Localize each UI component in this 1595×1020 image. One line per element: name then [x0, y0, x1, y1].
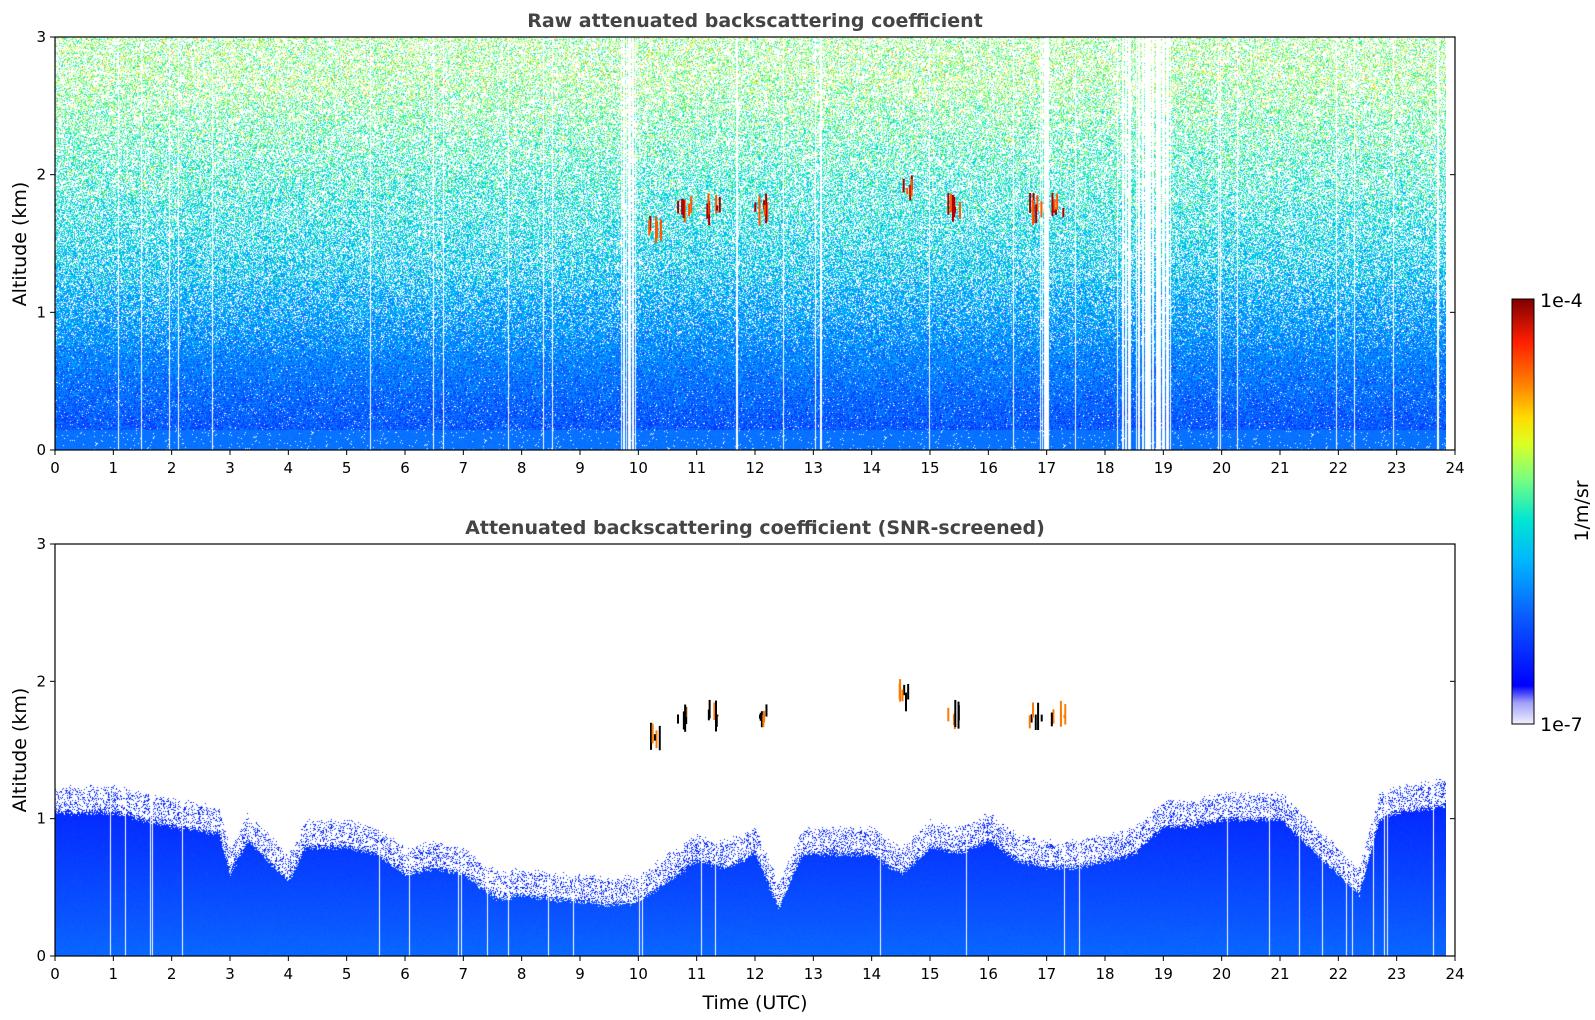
- bottom-x-axis-label: Time (UTC): [701, 992, 807, 1014]
- top-x-tick-label: 4: [284, 459, 294, 477]
- colorbar-gradient: [1511, 298, 1535, 725]
- top-heatmap: [55, 37, 1446, 450]
- top-panel-title: Raw attenuated backscattering coefficien…: [527, 10, 983, 32]
- bottom-x-tick-label: 23: [1387, 965, 1406, 983]
- bottom-x-axis: 0 1 2 3 4 5 6 7 8 9 10 11 12 13 14 15 16 17 18 19 20 21 22 23 24: [50, 956, 1465, 983]
- bottom-x-tick-label: 22: [1329, 965, 1348, 983]
- bottom-heatmap: [55, 544, 1446, 956]
- top-x-tick-label: 19: [1154, 459, 1173, 477]
- bottom-x-tick-label: 5: [342, 965, 352, 983]
- top-y-tick-label: 2: [36, 166, 46, 184]
- bottom-cloud-feature: [1028, 702, 1043, 731]
- top-x-tick-label: 1: [109, 459, 119, 477]
- bottom-x-tick-label: 16: [979, 965, 998, 983]
- bottom-x-tick-label: 12: [745, 965, 764, 983]
- top-x-tick-label: 15: [920, 459, 939, 477]
- bottom-x-tick-label: 2: [167, 965, 177, 983]
- bottom-x-tick-label: 4: [284, 965, 294, 983]
- top-heatmap-raster: [55, 37, 1446, 450]
- top-y-tick-label: 1: [36, 303, 46, 321]
- top-x-tick-label: 17: [1037, 459, 1056, 477]
- top-cloud-feature: [1029, 192, 1043, 226]
- bottom-x-tick-label: 13: [804, 965, 823, 983]
- top-x-tick-label: 24: [1445, 459, 1464, 477]
- top-x-tick-label: 23: [1387, 459, 1406, 477]
- bottom-x-tick-label: 15: [920, 965, 939, 983]
- top-x-tick-label: 20: [1212, 459, 1231, 477]
- bottom-cloud-feature: [677, 704, 688, 732]
- bottom-cloud-feature: [898, 679, 910, 712]
- bottom-x-tick-label: 9: [575, 965, 585, 983]
- colorbar: 1e-4 1e-7 1/m/sr: [1511, 290, 1593, 736]
- top-x-tick-label: 21: [1270, 459, 1289, 477]
- top-x-tick-label: 7: [459, 459, 469, 477]
- top-x-tick-label: 5: [342, 459, 352, 477]
- bottom-x-tick-label: 0: [50, 965, 60, 983]
- bottom-cloud-feature: [759, 704, 768, 728]
- bottom-panel: Attenuated backscattering coefficient (S…: [9, 517, 1465, 1014]
- bottom-x-tick-label: 1: [109, 965, 119, 983]
- bottom-x-tick-label: 24: [1445, 965, 1464, 983]
- top-y-tick-label: 3: [36, 28, 46, 46]
- bottom-cloud-feature: [947, 699, 960, 730]
- top-x-tick-label: 11: [687, 459, 706, 477]
- top-cloud-feature: [754, 193, 769, 226]
- bottom-y-tick-label: 1: [36, 810, 46, 828]
- bottom-panel-title: Attenuated backscattering coefficient (S…: [465, 517, 1045, 539]
- bottom-y-axis: 0 1 2 3: [36, 535, 1455, 965]
- top-x-tick-label: 16: [979, 459, 998, 477]
- top-y-axis: 0 1 2 3: [36, 28, 1455, 459]
- top-y-axis-label: Altitude (km): [9, 182, 31, 307]
- top-x-axis: 0 1 2 3 4 5 6 7 8 9 10 11 12 13 14 15 16 17 18 19 20 21 22 23 24: [50, 450, 1465, 477]
- top-cloud-feature: [902, 175, 913, 201]
- bottom-x-tick-label: 3: [225, 965, 235, 983]
- top-x-tick-label: 10: [629, 459, 648, 477]
- top-x-tick-label: 6: [400, 459, 410, 477]
- top-cloud-feature: [677, 196, 693, 223]
- top-x-tick-label: 8: [517, 459, 527, 477]
- bottom-y-tick-label: 2: [36, 672, 46, 690]
- bottom-x-tick-label: 21: [1270, 965, 1289, 983]
- bottom-x-tick-label: 19: [1154, 965, 1173, 983]
- bottom-x-tick-label: 6: [400, 965, 410, 983]
- top-cloud-feature: [1051, 193, 1065, 218]
- bottom-cloud-feature: [1050, 700, 1067, 727]
- bottom-x-tick-label: 14: [862, 965, 881, 983]
- top-x-tick-label: 9: [575, 459, 585, 477]
- colorbar-min-label: 1e-7: [1540, 714, 1583, 736]
- top-y-tick-label: 0: [36, 441, 46, 459]
- top-x-tick-label: 2: [167, 459, 177, 477]
- bottom-x-tick-label: 17: [1037, 965, 1056, 983]
- bottom-x-tick-label: 20: [1212, 965, 1231, 983]
- bottom-x-tick-label: 18: [1095, 965, 1114, 983]
- colorbar-label: 1/m/sr: [1571, 480, 1593, 541]
- top-x-tick-label: 13: [804, 459, 823, 477]
- bottom-y-tick-label: 0: [36, 947, 46, 965]
- bottom-x-tick-label: 11: [687, 965, 706, 983]
- top-x-tick-label: 14: [862, 459, 881, 477]
- top-x-tick-label: 0: [50, 459, 60, 477]
- bottom-x-tick-label: 8: [517, 965, 527, 983]
- top-cloud-feature: [947, 193, 961, 222]
- bottom-cloud-feature: [650, 722, 661, 751]
- bottom-y-axis-label: Altitude (km): [9, 688, 31, 813]
- top-x-tick-label: 12: [745, 459, 764, 477]
- bottom-x-tick-label: 10: [629, 965, 648, 983]
- top-x-tick-label: 3: [225, 459, 235, 477]
- bottom-heatmap-raster: [55, 544, 1446, 956]
- top-x-tick-label: 22: [1329, 459, 1348, 477]
- bottom-y-tick-label: 3: [36, 535, 46, 553]
- colorbar-max-label: 1e-4: [1540, 290, 1583, 312]
- bottom-x-tick-label: 7: [459, 965, 469, 983]
- top-cloud-feature: [706, 193, 721, 226]
- bottom-cloud-feature: [707, 699, 719, 732]
- top-panel: Raw attenuated backscattering coefficien…: [9, 10, 1465, 477]
- top-x-tick-label: 18: [1095, 459, 1114, 477]
- top-cloud-feature: [648, 215, 662, 244]
